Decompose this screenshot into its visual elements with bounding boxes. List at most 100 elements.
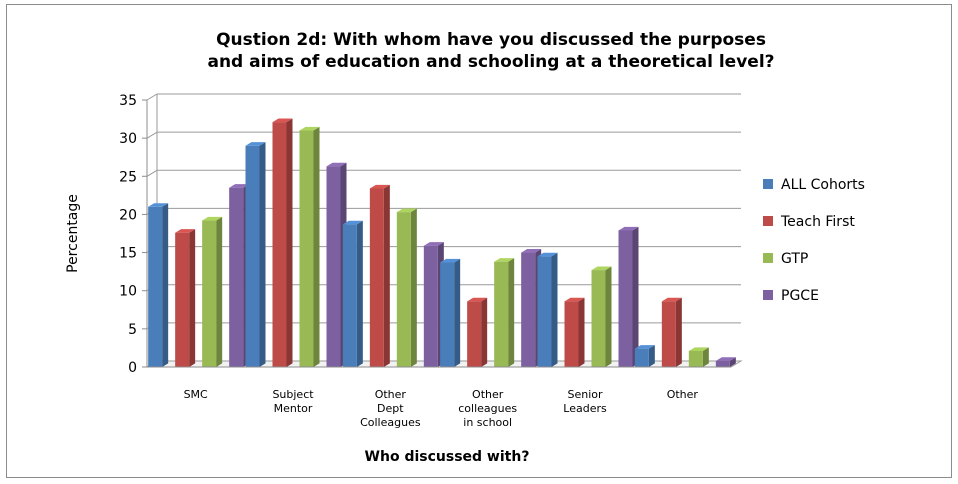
legend-label: Teach First: [780, 214, 855, 230]
y-axis-label: Percentage: [65, 194, 81, 273]
x-tick-label: colleagues: [458, 402, 517, 415]
bar-top: [202, 216, 223, 221]
bar-top: [564, 297, 585, 302]
bar: [342, 220, 363, 367]
bar-side: [286, 118, 293, 367]
bar-front: [618, 230, 633, 367]
bar-side: [162, 203, 169, 367]
bar-front: [688, 350, 703, 367]
bar-front: [229, 187, 244, 367]
bar: [564, 297, 585, 367]
x-tick-label: Mentor: [274, 402, 313, 415]
bar-side: [216, 216, 223, 367]
bar-top: [175, 229, 196, 233]
bar-front: [175, 232, 190, 367]
bar: [369, 184, 390, 367]
bar-front: [440, 262, 455, 367]
legend-item: PGCE: [763, 288, 819, 304]
bar-front: [715, 360, 730, 367]
bar: [396, 208, 417, 367]
y-tick-label: 5: [128, 322, 137, 338]
chart-title-line-1: Qustion 2d: With whom have you discussed…: [216, 30, 766, 50]
bar-top: [440, 258, 461, 263]
bar-front: [591, 270, 606, 367]
bar-top: [326, 162, 347, 167]
bar-front: [564, 301, 579, 367]
bar-side: [410, 208, 417, 367]
bar-front: [521, 252, 536, 367]
bar-front: [245, 145, 260, 367]
bar-top: [423, 242, 444, 246]
bar-front: [423, 245, 438, 367]
bar-side: [551, 252, 558, 367]
y-tick-label: 35: [119, 93, 137, 109]
x-tick-label: SMC: [184, 388, 208, 401]
bar-front: [326, 166, 341, 367]
bar: [299, 126, 320, 368]
bar-top: [299, 126, 320, 131]
bar-chart: Qustion 2d: With whom have you discussed…: [65, 30, 865, 465]
bar-side: [702, 347, 709, 367]
bar-top: [494, 258, 515, 262]
x-tick-label: Other: [667, 388, 699, 401]
bar: [537, 252, 558, 367]
legend-label: PGCE: [781, 288, 819, 304]
bar-side: [648, 345, 655, 367]
bar-front: [661, 301, 676, 367]
bar-side: [632, 226, 639, 367]
x-tick-label: Other: [472, 388, 504, 401]
x-tick-label: in school: [463, 416, 512, 429]
bar-top: [342, 220, 363, 225]
bar-front: [369, 188, 384, 367]
x-tick-label: Subject: [272, 388, 314, 401]
bar-top: [591, 266, 612, 271]
chart-frame: Qustion 2d: With whom have you discussed…: [6, 4, 952, 478]
x-tick-label: Dept: [377, 402, 404, 415]
x-axis-label: Who discussed with?: [365, 449, 530, 465]
bar: [618, 226, 639, 367]
bar-front: [202, 220, 217, 367]
legend-label: ALL Cohorts: [781, 177, 865, 193]
bar: [688, 347, 709, 367]
bar-top: [148, 203, 169, 207]
bar-top: [467, 297, 488, 302]
gridline-depth: [146, 93, 158, 101]
bar: [175, 229, 196, 367]
legend-item: Teach First: [763, 214, 855, 230]
y-tick-label: 10: [119, 284, 137, 300]
gridline-depth: [146, 169, 158, 177]
bar-front: [537, 256, 552, 367]
bar-side: [356, 220, 363, 367]
bar-side: [508, 258, 515, 367]
bar: [272, 118, 293, 367]
x-tick-label: Colleagues: [360, 416, 421, 429]
legend-swatch: [763, 216, 773, 226]
bar-front: [494, 261, 509, 367]
bar: [494, 258, 515, 367]
bar-front: [396, 212, 411, 367]
x-tick-label: Leaders: [563, 402, 607, 415]
bar-top: [272, 118, 293, 123]
bar-top: [396, 208, 417, 213]
bar: [148, 203, 169, 367]
bar-front: [634, 348, 649, 367]
legend-swatch: [763, 179, 773, 189]
legend-label: GTP: [781, 251, 808, 267]
bar: [440, 258, 461, 367]
bar-top: [715, 357, 736, 361]
bar: [634, 345, 655, 367]
y-tick-label: 25: [119, 169, 137, 185]
legend-item: ALL Cohorts: [763, 177, 865, 193]
x-tick-label: Senior: [567, 388, 603, 401]
bar: [715, 357, 736, 367]
bar-side: [481, 297, 488, 367]
y-tick-label: 0: [128, 360, 137, 376]
bar: [202, 216, 223, 367]
bar-side: [383, 184, 390, 367]
legend-item: GTP: [763, 251, 808, 267]
bar-top: [688, 347, 709, 351]
bar-side: [578, 297, 585, 367]
bar-top: [229, 184, 250, 188]
chart-title-line-2: and aims of education and schooling at a…: [207, 52, 774, 72]
